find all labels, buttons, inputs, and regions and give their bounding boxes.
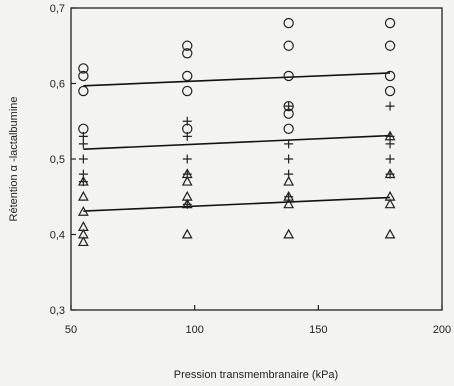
circle-marker	[384, 70, 396, 82]
triangle-marker	[77, 175, 89, 186]
circle-marker	[78, 63, 89, 74]
data-markers	[77, 17, 396, 247]
triangle-trend-line	[83, 196, 391, 212]
triangle-marker	[181, 175, 193, 186]
x-axis-title: Pression transmembranaire (kPa)	[174, 369, 338, 381]
plus-marker	[78, 131, 88, 141]
circle-marker	[182, 40, 193, 51]
trend-lines	[83, 72, 391, 212]
triangle-marker	[181, 228, 193, 239]
circle-marker	[78, 70, 89, 82]
y-tick-label: 0,4	[50, 230, 65, 242]
triangle-marker	[77, 190, 89, 201]
y-tick-label: 0,3	[50, 305, 65, 317]
triangle-marker	[77, 236, 89, 247]
y-tick-label: 0,6	[50, 79, 65, 91]
circle-marker	[384, 40, 396, 51]
circle-marker	[182, 70, 193, 82]
plus-marker	[182, 116, 192, 126]
circle-marker	[384, 85, 396, 97]
triangle-marker	[384, 228, 396, 239]
circle-marker	[283, 17, 294, 29]
circle-marker	[182, 85, 193, 97]
y-tick-label: 0,7	[50, 3, 65, 15]
triangle-marker	[283, 228, 295, 239]
triangle-marker	[384, 130, 396, 141]
triangle-marker	[384, 198, 396, 209]
triangle-marker	[77, 206, 89, 216]
x-tick-label: 150	[309, 324, 327, 336]
triangle-marker	[283, 175, 295, 186]
y-axis-title: Rétention α -lactalbumine	[8, 97, 20, 222]
axis-ticks: 50 100 150 200 0,3 0,4 0,5 0,6 0,7	[50, 3, 451, 336]
triangle-marker	[181, 198, 193, 209]
x-tick-label: 200	[433, 324, 451, 336]
plus-marker	[78, 154, 88, 164]
circle-trend-line	[83, 72, 391, 87]
circle-marker	[384, 17, 396, 29]
plus-marker	[284, 101, 294, 111]
circle-marker	[283, 70, 294, 82]
plus-marker	[385, 139, 395, 149]
y-tick-label: 0,5	[50, 154, 65, 166]
circle-marker	[78, 85, 89, 97]
plus-marker	[385, 154, 395, 164]
x-tick-label: 100	[185, 324, 203, 336]
plus-marker	[182, 131, 192, 141]
x-tick-label: 50	[65, 324, 77, 336]
triangle-marker	[384, 168, 396, 179]
circle-marker	[283, 40, 294, 51]
circle-marker	[182, 48, 193, 59]
plus-marker	[78, 139, 88, 149]
plus-trend-line	[83, 134, 391, 150]
plus-marker	[385, 101, 395, 111]
plus-marker	[284, 139, 294, 149]
triangle-marker	[283, 198, 295, 209]
plus-marker	[284, 154, 294, 164]
circle-marker	[283, 100, 294, 112]
circle-marker	[283, 123, 294, 135]
plus-marker	[182, 154, 192, 164]
